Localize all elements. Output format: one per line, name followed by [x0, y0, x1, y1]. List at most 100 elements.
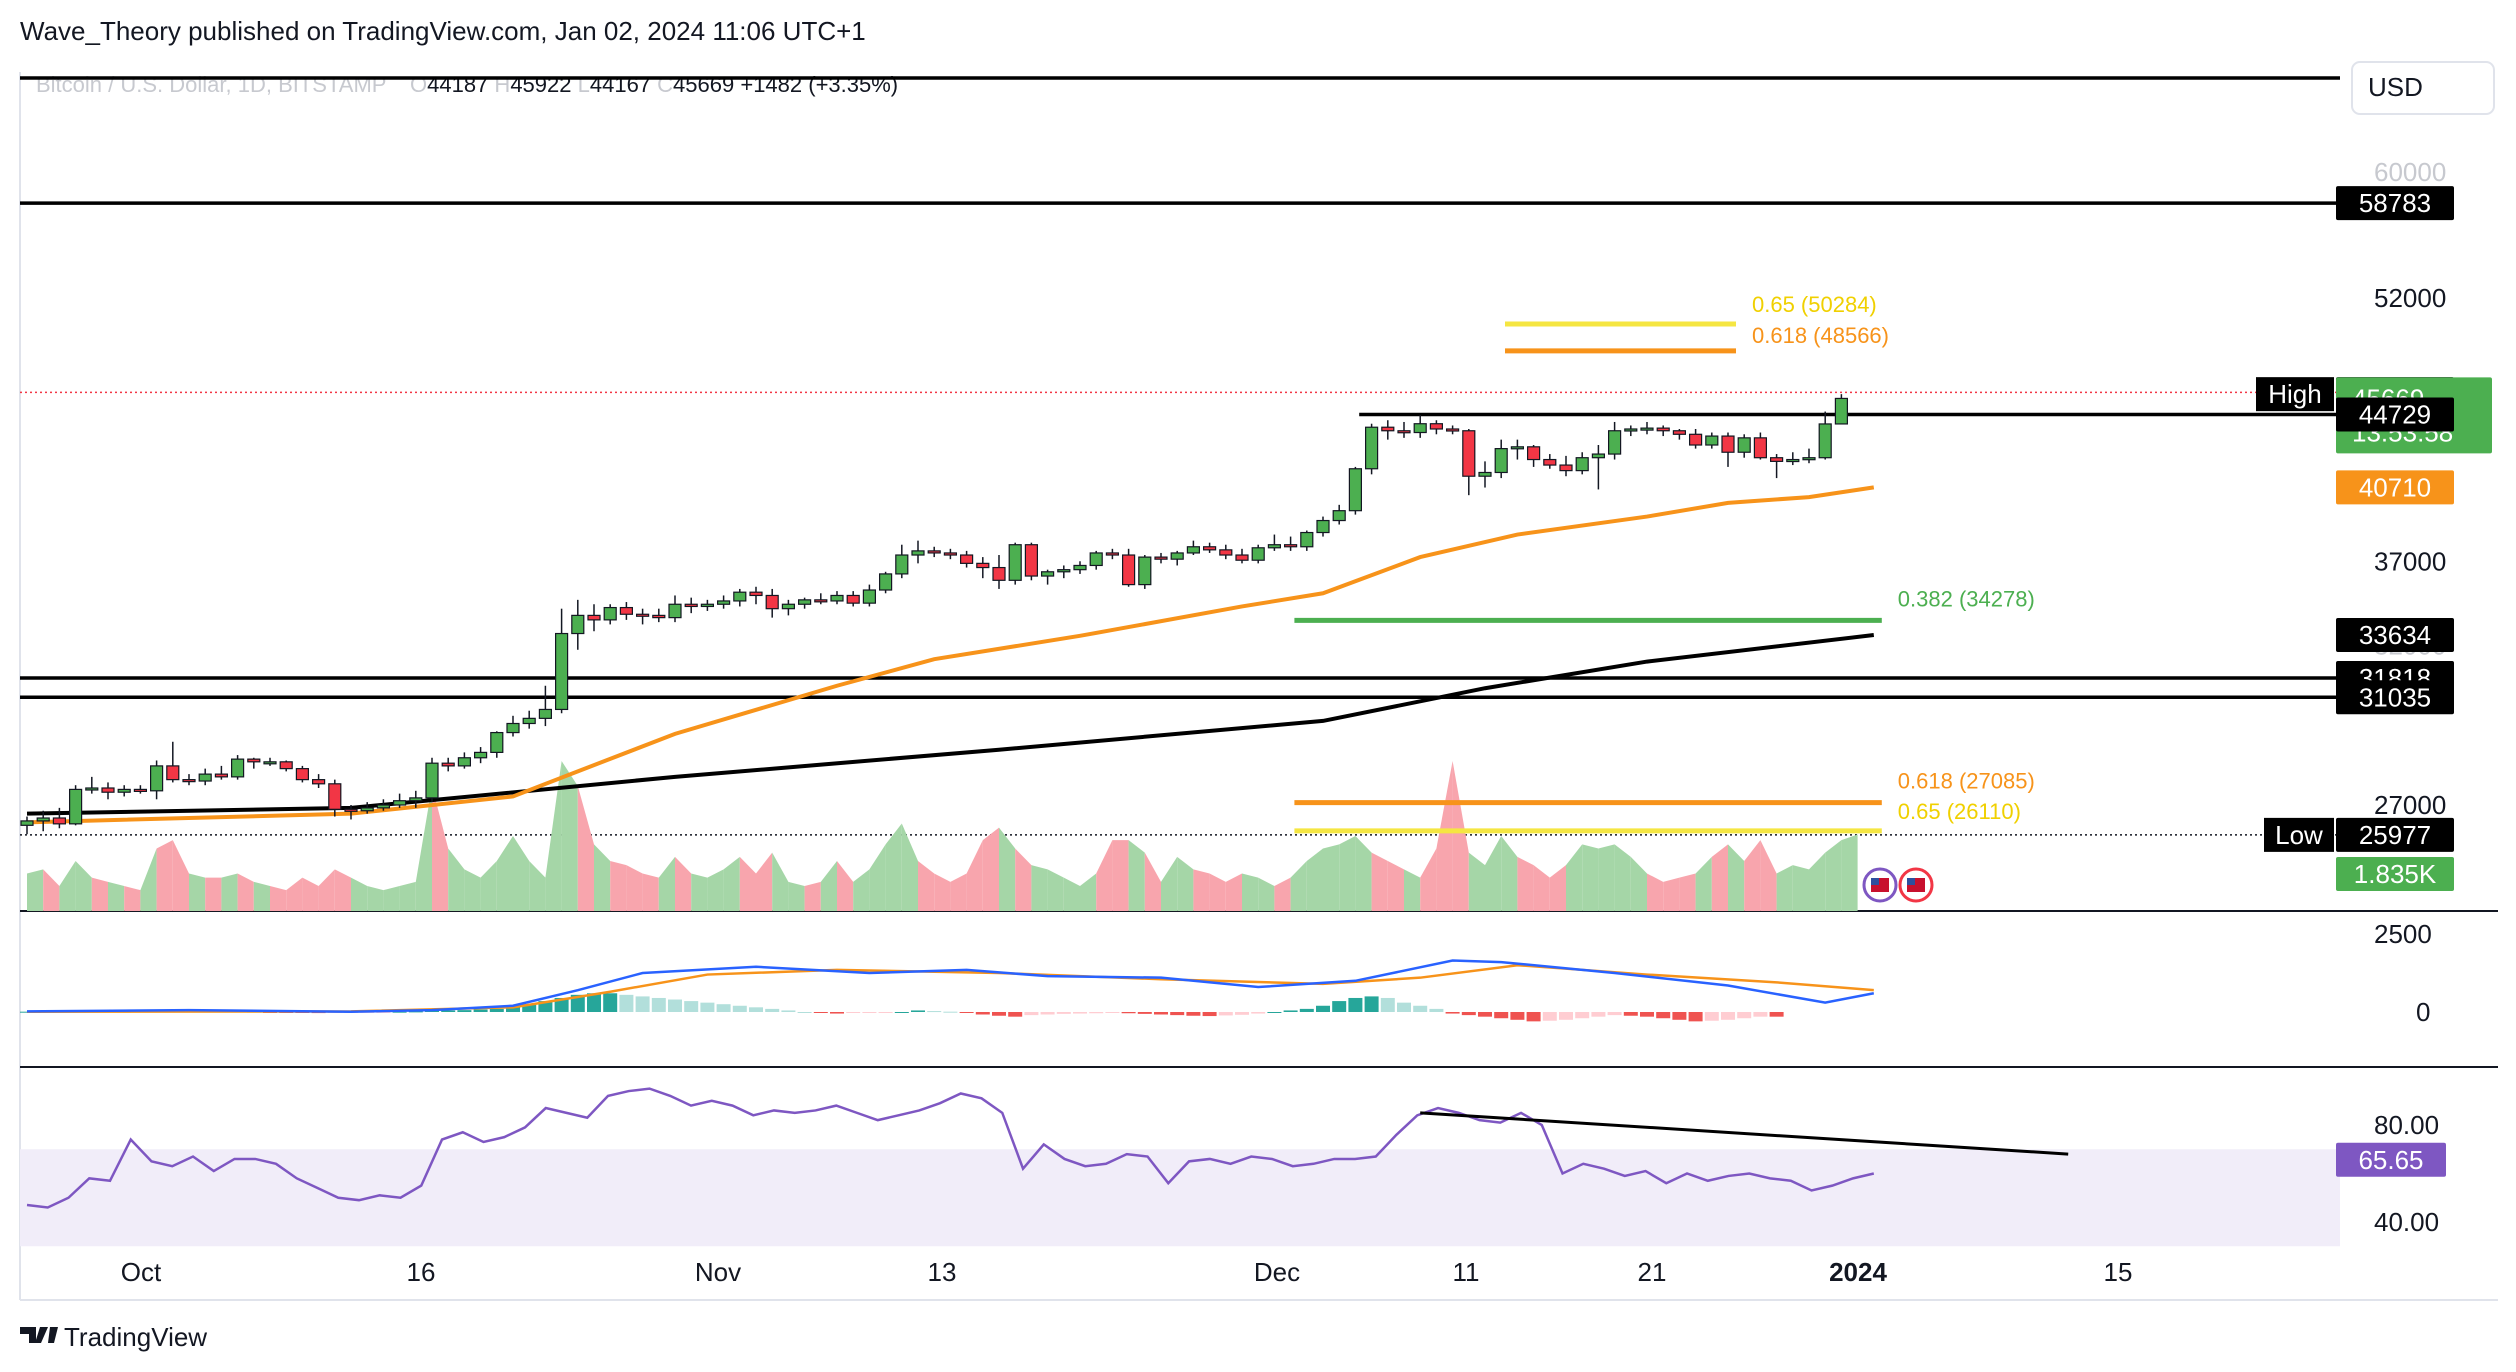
candle[interactable]: [1802, 457, 1816, 461]
candle[interactable]: [1753, 437, 1768, 459]
candle[interactable]: [198, 773, 212, 782]
candle[interactable]: [1024, 544, 1039, 577]
candle[interactable]: [1316, 519, 1330, 534]
macd-pane[interactable]: [20, 959, 1875, 1022]
candle[interactable]: [1154, 556, 1168, 560]
candle[interactable]: [652, 614, 666, 619]
candle[interactable]: [1121, 554, 1136, 586]
candle[interactable]: [1170, 552, 1184, 560]
candle[interactable]: [1543, 458, 1557, 466]
candle[interactable]: [603, 606, 617, 621]
candle[interactable]: [992, 566, 1006, 581]
candle[interactable]: [1202, 546, 1217, 551]
candle[interactable]: [1235, 554, 1249, 561]
candle[interactable]: [1818, 423, 1832, 459]
candle[interactable]: [344, 808, 358, 812]
candle[interactable]: [700, 603, 715, 608]
candle[interactable]: [1721, 435, 1735, 453]
candle[interactable]: [1413, 423, 1427, 434]
candle[interactable]: [846, 594, 860, 604]
candle[interactable]: [1105, 552, 1120, 556]
candle[interactable]: [1332, 510, 1346, 522]
candle[interactable]: [862, 589, 877, 604]
rsi-divergence-line[interactable]: [1420, 1111, 2069, 1156]
candle[interactable]: [1672, 430, 1687, 435]
candle[interactable]: [376, 804, 390, 809]
candle[interactable]: [1364, 426, 1379, 470]
candle[interactable]: [1575, 457, 1589, 472]
candle[interactable]: [20, 820, 34, 826]
candle[interactable]: [895, 554, 909, 575]
candle[interactable]: [1397, 430, 1411, 434]
candle[interactable]: [1381, 426, 1395, 432]
candle[interactable]: [133, 788, 147, 793]
candle[interactable]: [474, 751, 488, 759]
candle[interactable]: [1008, 544, 1022, 581]
candle[interactable]: [765, 594, 779, 610]
candle[interactable]: [1300, 531, 1314, 548]
candle[interactable]: [1057, 569, 1071, 573]
candle[interactable]: [490, 731, 504, 753]
candle[interactable]: [1640, 427, 1654, 431]
candle[interactable]: [295, 768, 309, 781]
candle[interactable]: [749, 591, 763, 597]
candle[interactable]: [554, 632, 569, 711]
candle[interactable]: [733, 591, 747, 602]
candle[interactable]: [1267, 544, 1282, 549]
candle[interactable]: [522, 717, 536, 725]
candle[interactable]: [279, 761, 293, 770]
candle[interactable]: [1786, 458, 1800, 463]
candle[interactable]: [506, 722, 520, 734]
candle[interactable]: [1591, 453, 1606, 459]
candle[interactable]: [1559, 464, 1573, 472]
candle[interactable]: [635, 613, 650, 617]
candle[interactable]: [959, 554, 974, 564]
candle[interactable]: [1138, 556, 1152, 586]
candle[interactable]: [1283, 544, 1298, 548]
candle[interactable]: [117, 788, 131, 793]
candle[interactable]: [1478, 471, 1492, 477]
candle[interactable]: [393, 800, 407, 806]
candle[interactable]: [619, 606, 634, 615]
candle[interactable]: [797, 599, 812, 605]
candle[interactable]: [1429, 423, 1444, 430]
ema50-line[interactable]: [26, 485, 1875, 825]
ema200-line[interactable]: [26, 633, 1875, 816]
candle[interactable]: [1688, 433, 1703, 446]
candle[interactable]: [101, 787, 115, 793]
candle[interactable]: [587, 614, 601, 621]
candle[interactable]: [1251, 547, 1265, 561]
candle[interactable]: [571, 614, 585, 635]
candle[interactable]: [1073, 564, 1087, 571]
candle[interactable]: [781, 603, 796, 610]
candle[interactable]: [1624, 428, 1638, 432]
candle[interactable]: [425, 762, 439, 799]
candle[interactable]: [150, 765, 164, 792]
candle[interactable]: [814, 599, 828, 603]
candle[interactable]: [1089, 552, 1103, 567]
candle[interactable]: [182, 779, 196, 783]
candle[interactable]: [716, 600, 731, 605]
rsi-line[interactable]: [26, 1087, 1875, 1209]
candle[interactable]: [247, 758, 261, 763]
candle[interactable]: [312, 779, 326, 785]
candle[interactable]: [1445, 428, 1460, 432]
candle[interactable]: [1348, 468, 1363, 512]
candle[interactable]: [68, 788, 83, 825]
candle[interactable]: [1705, 435, 1719, 446]
macd-line[interactable]: [26, 959, 1875, 1013]
candle[interactable]: [1494, 448, 1508, 474]
candle[interactable]: [360, 807, 374, 812]
candle[interactable]: [231, 758, 245, 778]
candle[interactable]: [214, 773, 228, 778]
rsi-pane[interactable]: [20, 1087, 2340, 1247]
currency-button[interactable]: USD: [2351, 61, 2495, 115]
candle[interactable]: [1834, 397, 1849, 425]
candle[interactable]: [166, 765, 180, 781]
candle[interactable]: [911, 550, 925, 556]
candle[interactable]: [976, 562, 990, 569]
candle[interactable]: [1737, 437, 1751, 453]
candle[interactable]: [1040, 571, 1055, 577]
candle[interactable]: [1526, 446, 1541, 461]
candle[interactable]: [36, 817, 50, 822]
